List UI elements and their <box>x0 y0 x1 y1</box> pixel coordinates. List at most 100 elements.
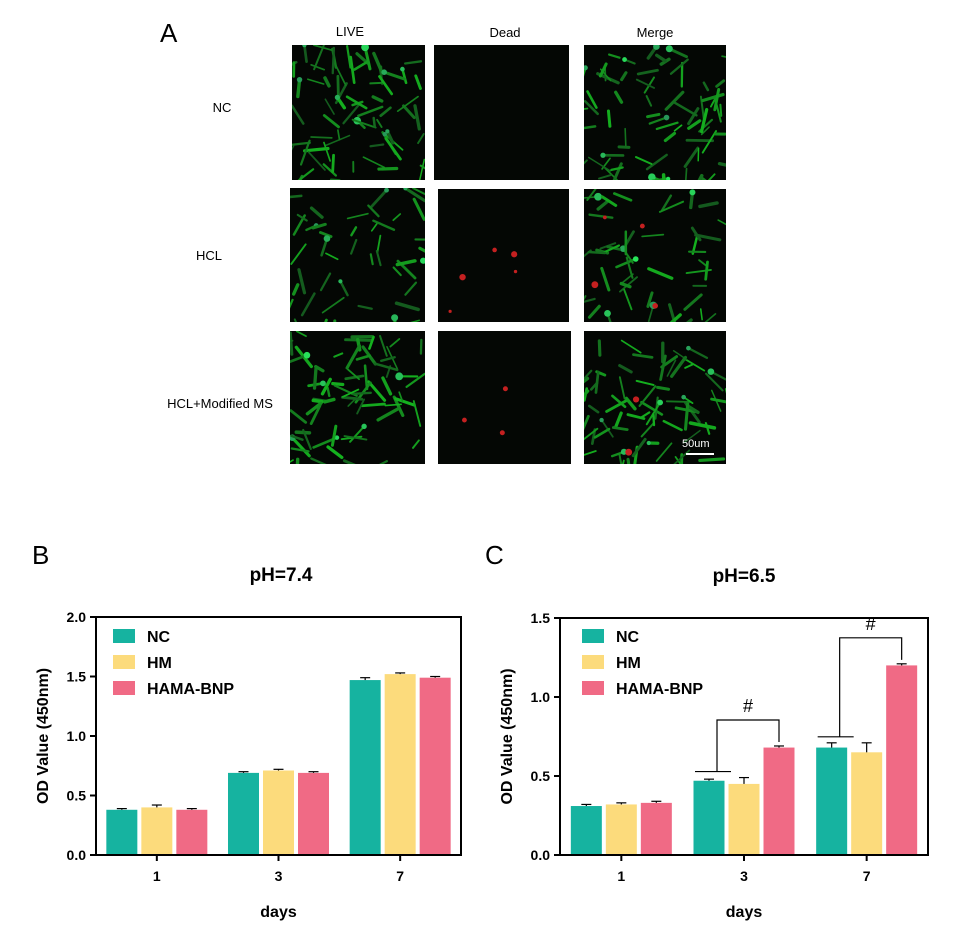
live-cell-mark <box>355 354 372 361</box>
live-cell-mark <box>631 437 647 458</box>
live-cell-mark <box>418 246 425 253</box>
live-cell-mark <box>673 101 698 117</box>
live-cell-mark <box>685 268 712 275</box>
live-cell-mark <box>346 45 352 69</box>
live-cell-mark <box>369 143 385 148</box>
row-header-hcl-modified-ms: HCL+Modified MS <box>167 396 273 411</box>
live-cell-mark <box>384 403 402 407</box>
live-cell-mark <box>665 400 691 403</box>
live-cell-mark <box>346 368 361 381</box>
live-cell-mark <box>600 195 618 207</box>
live-cell-mark <box>310 136 333 139</box>
dead-cell-mark <box>462 417 467 423</box>
live-cell-mark <box>682 357 706 372</box>
live-cell-mark <box>375 249 382 267</box>
live-cell-nucleus <box>302 45 307 48</box>
bar-hama-bnp-day-7 <box>419 677 451 855</box>
live-cell-mark <box>660 194 673 212</box>
live-cell-mark <box>646 112 661 119</box>
live-cell-mark <box>372 116 376 129</box>
live-cell-mark <box>586 189 597 201</box>
y-tick-label: 1.0 <box>67 728 87 744</box>
live-cell-nucleus <box>320 380 326 387</box>
live-cell-mark <box>403 188 425 203</box>
live-cell-mark <box>292 104 305 125</box>
live-cell-mark <box>290 331 294 356</box>
live-cell-mark <box>345 95 368 110</box>
live-cell-mark <box>705 372 724 392</box>
live-cell-mark <box>605 399 628 413</box>
live-cell-mark <box>659 354 667 381</box>
micrograph-texture <box>434 45 569 180</box>
x-tick-label: 1 <box>153 868 161 884</box>
live-cell-mark <box>686 318 693 322</box>
live-cell-nucleus <box>395 372 404 381</box>
live-cell-mark <box>313 45 325 71</box>
live-cell-nucleus <box>663 114 670 121</box>
live-cell-mark <box>290 436 311 458</box>
live-cell-mark <box>587 304 601 319</box>
live-cell-mark <box>392 266 402 277</box>
live-cell-nucleus <box>361 423 367 430</box>
live-cell-mark <box>655 53 667 63</box>
live-cell-mark <box>645 95 653 107</box>
live-cell-nucleus <box>689 189 696 196</box>
live-cell-mark <box>694 233 722 242</box>
live-cell-mark <box>307 78 325 85</box>
live-cell-nucleus <box>381 69 387 75</box>
x-tick-label: 1 <box>617 868 625 884</box>
live-cell-mark <box>640 422 655 438</box>
live-cell-mark <box>624 127 627 148</box>
live-cell-mark <box>618 453 623 464</box>
live-cell-mark <box>389 338 401 348</box>
live-cell-mark <box>690 226 702 242</box>
live-cell-nucleus <box>599 417 604 423</box>
live-cell-mark <box>413 104 421 131</box>
micrograph-texture <box>584 45 726 180</box>
live-cell-mark <box>611 426 629 431</box>
legend-swatch-hm <box>113 655 135 669</box>
panel-b-letter: B <box>32 540 50 570</box>
live-cell-mark <box>698 201 719 209</box>
x-tick-label: 7 <box>396 868 404 884</box>
live-cell-nucleus <box>334 94 340 100</box>
y-tick-label: 0.0 <box>531 847 551 863</box>
legend-label-hm: HM <box>147 655 172 672</box>
live-cell-mark <box>405 372 425 389</box>
live-cell-mark <box>297 268 307 295</box>
live-cell-mark <box>584 389 590 398</box>
live-cell-mark <box>303 45 308 63</box>
live-cell-mark <box>290 459 294 463</box>
y-axis-label: OD Value (450nm) <box>499 668 516 804</box>
significance-marker: # <box>743 696 753 716</box>
bar-nc-day-1 <box>106 809 138 855</box>
live-cell-mark <box>310 457 327 464</box>
live-cell-mark <box>382 70 406 81</box>
live-cell-nucleus <box>604 309 611 317</box>
live-cell-nucleus <box>666 176 671 180</box>
live-cell-mark <box>323 397 336 404</box>
live-cell-mark <box>372 219 396 231</box>
live-cell-mark <box>584 125 597 130</box>
micrograph-nc-live <box>292 45 425 180</box>
live-cell-mark <box>299 139 311 166</box>
live-cell-mark <box>394 397 416 407</box>
live-cell-mark <box>673 124 683 132</box>
live-cell-mark <box>344 374 365 381</box>
live-cell-mark <box>619 281 632 289</box>
live-cell-mark <box>646 291 654 308</box>
live-cell-mark <box>290 447 310 453</box>
live-cell-mark <box>635 78 656 89</box>
live-cell-mark <box>395 259 417 267</box>
live-cell-mark <box>638 385 657 407</box>
live-cell-nucleus <box>303 351 311 359</box>
live-cell-nucleus <box>338 279 343 284</box>
live-cell-mark <box>687 107 700 126</box>
live-cell-mark <box>620 339 642 354</box>
live-cell-mark <box>584 376 590 384</box>
live-cell-mark <box>333 319 337 322</box>
live-cell-mark <box>667 303 677 322</box>
live-cell-mark <box>398 391 404 402</box>
live-cell-mark <box>684 167 688 180</box>
live-cell-mark <box>600 266 611 292</box>
